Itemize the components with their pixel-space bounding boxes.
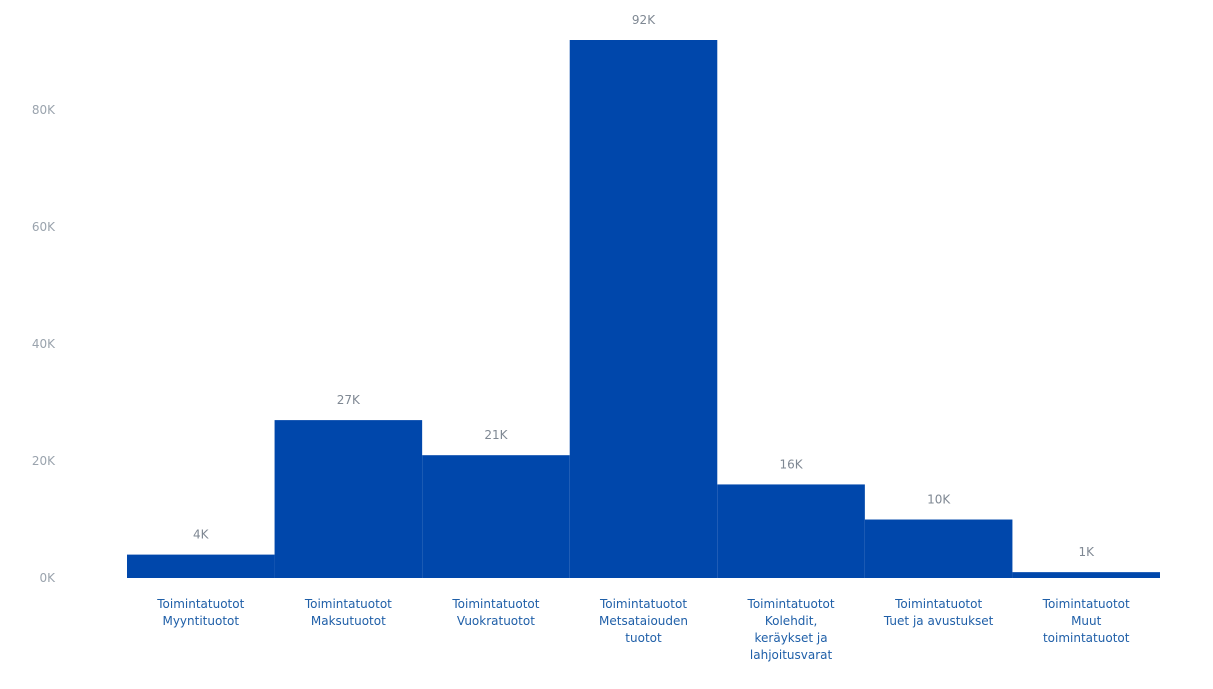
x-tick-label-line: Myyntituotot: [162, 614, 239, 628]
x-tick-label: Toimintatuotot Tuet ja avustukset: [883, 597, 994, 628]
bar[interactable]: [717, 484, 865, 578]
data-label: 21K: [484, 428, 508, 442]
y-tick-label: 20K: [32, 454, 56, 468]
y-axis: 0K 20K 40K 60K 80K: [32, 103, 56, 585]
bar[interactable]: [422, 455, 570, 578]
x-tick-label-line: Metsataiouden: [599, 614, 688, 628]
data-label: 10K: [927, 493, 951, 507]
x-tick-label-line: Muut: [1071, 614, 1102, 628]
x-tick-label-line: tuotot: [625, 631, 662, 645]
x-tick-label-line: Toimintatuotot: [304, 597, 392, 611]
x-tick-label-line: Toimintatuotot: [156, 597, 244, 611]
x-tick-label-line: toimintatuotot: [1043, 631, 1130, 645]
x-tick-label-line: Toimintatuotot: [451, 597, 539, 611]
data-label: 4K: [193, 528, 210, 542]
data-label: 16K: [780, 457, 804, 471]
y-tick-label: 40K: [32, 337, 56, 351]
bar[interactable]: [569, 40, 718, 578]
y-tick-label: 0K: [39, 571, 56, 585]
x-axis: Toimintatuotot MyyntituototToimintatuotot…: [156, 597, 1130, 662]
bars-group: [127, 40, 1160, 578]
x-tick-label-line: Tuet ja avustukset: [883, 614, 994, 628]
x-tick-label-line: lahjoitusvarat: [750, 648, 833, 662]
x-tick-label-line: Toimintatuotot: [747, 597, 835, 611]
x-tick-label-line: Toimintatuotot: [894, 597, 982, 611]
x-tick-label-line: Vuokratuotot: [457, 614, 535, 628]
bar[interactable]: [1012, 572, 1160, 578]
x-tick-label: Toimintatuotot Muut toimintatuotot: [1042, 597, 1130, 645]
x-tick-label: Toimintatuotot Kolehdit, keräykset ja lahjo…: [747, 597, 835, 662]
x-tick-label-line: Kolehdit,: [765, 614, 817, 628]
x-tick-label-line: Toimintatuotot: [1042, 597, 1130, 611]
x-tick-label-line: Maksutuotot: [311, 614, 386, 628]
data-label: 92K: [632, 13, 656, 27]
x-tick-label-line: keräykset ja: [755, 631, 828, 645]
bar[interactable]: [274, 420, 423, 578]
data-labels-group: 4K 27K 21K 92K 16K 10K 1K: [193, 13, 1095, 559]
x-tick-label: Toimintatuotot Maksutuotot: [304, 597, 392, 628]
y-tick-label: 80K: [32, 103, 56, 117]
x-tick-label: Toimintatuotot Vuokratuotot: [451, 597, 539, 628]
x-tick-label-line: Toimintatuotot: [599, 597, 687, 611]
y-tick-label: 60K: [32, 220, 56, 234]
data-label: 1K: [1078, 545, 1095, 559]
x-tick-label: Toimintatuotot Myyntituotot: [156, 597, 244, 628]
bar[interactable]: [864, 519, 1013, 578]
bar[interactable]: [127, 554, 275, 578]
x-tick-label: Toimintatuotot Metsataiouden tuotot: [599, 597, 688, 645]
data-label: 27K: [337, 393, 361, 407]
